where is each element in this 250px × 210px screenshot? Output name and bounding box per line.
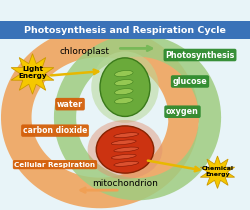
Text: Light
Energy: Light Energy xyxy=(18,66,47,79)
Ellipse shape xyxy=(111,154,136,159)
Text: carbon dioxide: carbon dioxide xyxy=(23,126,87,135)
Ellipse shape xyxy=(114,89,133,95)
Text: Photosynthesis: Photosynthesis xyxy=(165,51,235,59)
Ellipse shape xyxy=(91,51,159,123)
Ellipse shape xyxy=(114,133,139,138)
Polygon shape xyxy=(11,54,54,94)
Text: Cellular Respiration: Cellular Respiration xyxy=(14,162,96,168)
Ellipse shape xyxy=(114,80,133,86)
Ellipse shape xyxy=(114,147,139,152)
Text: Chemical
Energy: Chemical Energy xyxy=(202,166,234,177)
Ellipse shape xyxy=(114,161,139,166)
Text: glucose: glucose xyxy=(172,77,208,86)
Ellipse shape xyxy=(111,140,136,145)
Ellipse shape xyxy=(88,120,162,179)
Ellipse shape xyxy=(114,71,133,77)
FancyBboxPatch shape xyxy=(0,21,250,39)
Polygon shape xyxy=(200,156,234,188)
Ellipse shape xyxy=(100,58,150,116)
Text: mitochondrion: mitochondrion xyxy=(92,179,158,188)
Text: chloroplast: chloroplast xyxy=(60,47,110,56)
Ellipse shape xyxy=(96,126,154,173)
Text: Photosynthesis and Respiration Cycle: Photosynthesis and Respiration Cycle xyxy=(24,26,226,35)
Ellipse shape xyxy=(114,98,133,104)
Text: oxygen: oxygen xyxy=(166,107,199,116)
Text: water: water xyxy=(57,100,83,109)
